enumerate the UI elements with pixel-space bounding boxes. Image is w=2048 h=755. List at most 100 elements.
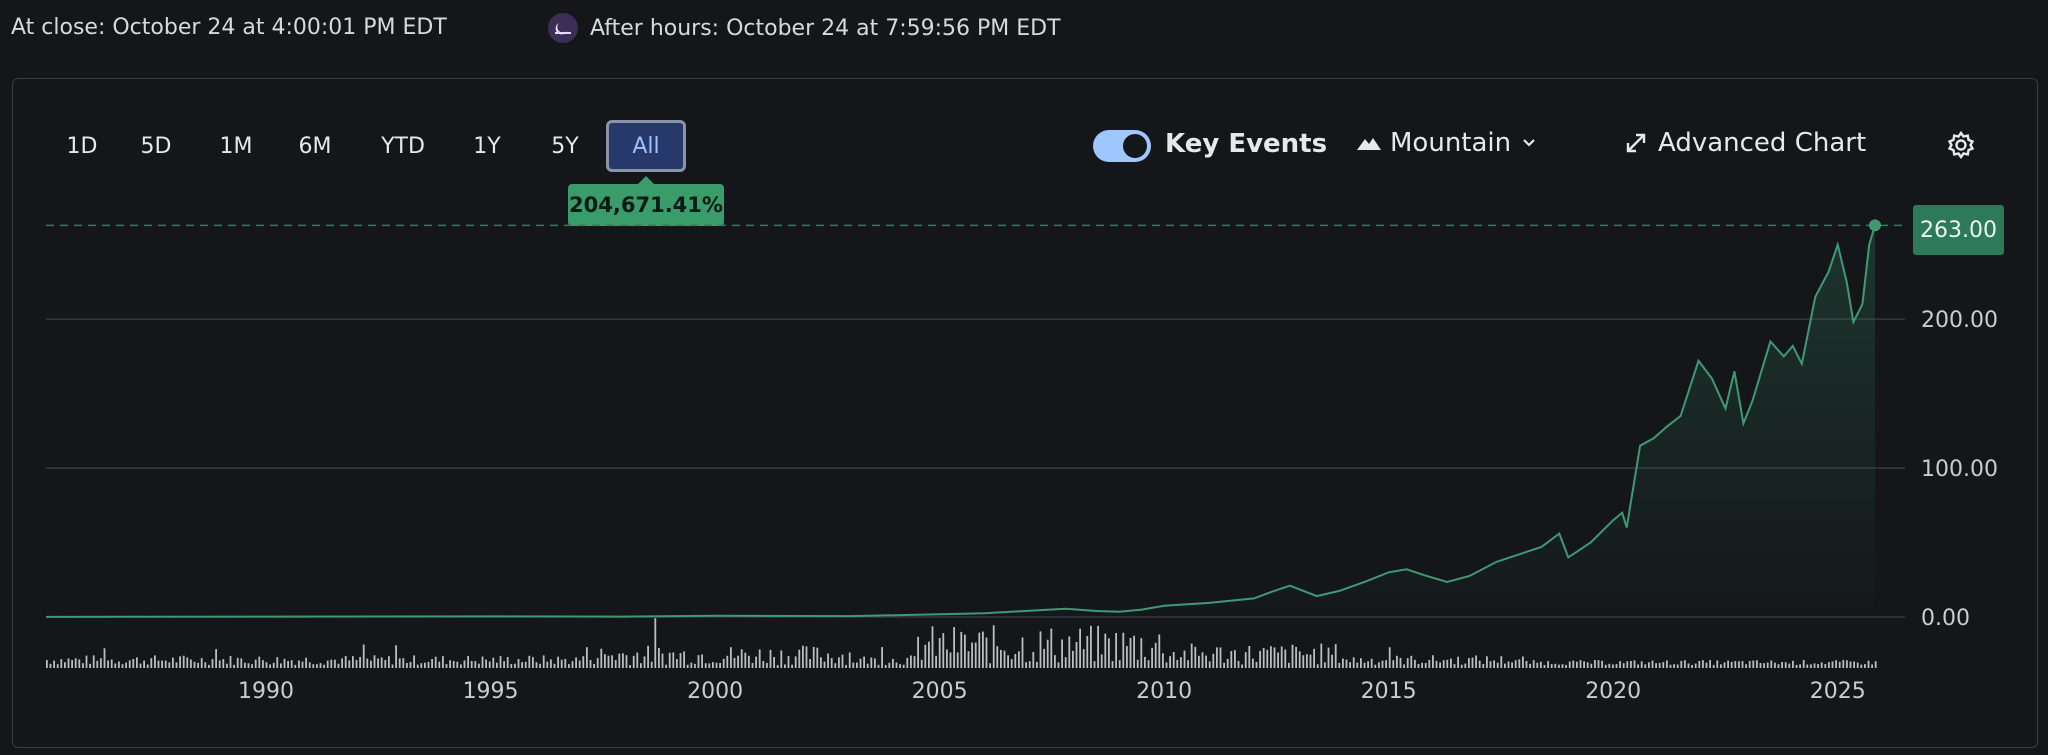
range-6m-button[interactable]: 6M [274, 120, 356, 172]
volume-bar [1424, 663, 1427, 668]
range-5d-button[interactable]: 5D [114, 120, 198, 172]
volume-bar [1136, 659, 1139, 668]
volume-bar [1748, 661, 1751, 668]
volume-bar [1759, 663, 1762, 668]
chart-style-dropdown[interactable]: Mountain [1356, 128, 1537, 158]
range-1d-button[interactable]: 1D [50, 120, 114, 172]
volume-bar [1241, 664, 1243, 668]
range-5y-button[interactable]: 5Y [524, 120, 606, 172]
volume-bar [794, 656, 797, 668]
range-1y-button[interactable]: 1Y [450, 120, 524, 172]
volume-bar [1453, 664, 1456, 668]
volume-bar [1129, 637, 1132, 668]
volume-bar [172, 657, 174, 668]
volume-bar [1810, 664, 1812, 668]
volume-bar [200, 658, 203, 668]
quote-header: At close: October 24 at 4:00:01 PM EDT A… [0, 0, 2048, 60]
advanced-chart-button[interactable]: Advanced Chart [1624, 128, 1866, 158]
volume-bar [1741, 661, 1744, 668]
volume-bar [402, 658, 405, 668]
volume-bar [157, 660, 160, 668]
volume-bar [917, 636, 919, 668]
settings-button[interactable] [1946, 130, 1976, 164]
volume-bar [604, 654, 606, 668]
volume-bar [1313, 648, 1315, 668]
volume-bar [892, 658, 894, 668]
volume-bars [46, 618, 1877, 668]
volume-bar [863, 656, 865, 668]
volume-bar [301, 661, 304, 668]
range-all-button[interactable]: All [606, 120, 686, 172]
volume-bar [852, 662, 855, 668]
volume-bar [283, 658, 286, 668]
volume-bar [89, 663, 91, 668]
volume-bar [1302, 655, 1305, 668]
volume-bar [208, 664, 210, 668]
volume-bar [528, 655, 531, 668]
volume-bar [1756, 660, 1758, 668]
volume-bar [1176, 660, 1179, 668]
volume-bar [380, 657, 383, 668]
key-events-toggle[interactable] [1093, 130, 1151, 162]
volume-bar [1331, 654, 1333, 668]
volume-bar [1093, 661, 1096, 668]
volume-bar [1248, 646, 1251, 668]
volume-bar [1208, 661, 1211, 668]
volume-bar [1198, 655, 1200, 668]
volume-bar [344, 655, 347, 668]
volume-bar [67, 658, 70, 668]
volume-bar [193, 661, 196, 668]
volume-bar [514, 663, 516, 668]
volume-bar [1270, 646, 1272, 668]
volume-bar [1050, 628, 1053, 668]
volume-bar [1540, 661, 1542, 668]
volume-bar [244, 662, 246, 668]
volume-bar [1378, 662, 1380, 668]
volume-bar [1471, 657, 1474, 668]
volume-bar [996, 646, 999, 668]
volume-bar [1201, 652, 1204, 668]
volume-bar [1090, 625, 1092, 668]
volume-bar [1104, 633, 1107, 668]
volume-bar [1183, 650, 1186, 668]
volume-bar [1223, 662, 1225, 668]
volume-bar [1637, 664, 1639, 668]
volume-bar [758, 649, 761, 668]
volume-bar [359, 657, 361, 668]
volume-bar [798, 649, 801, 668]
volume-bar [366, 658, 369, 668]
volume-bar [1108, 638, 1110, 668]
volume-bar [1007, 655, 1009, 668]
volume-bar [564, 658, 567, 668]
volume-bar [388, 656, 390, 668]
volume-bar [1360, 658, 1362, 668]
volume-bar [1849, 661, 1852, 668]
volume-bar [1432, 655, 1434, 668]
volume-bar [1212, 653, 1215, 668]
toggle-knob [1123, 134, 1147, 158]
volume-bar [665, 664, 667, 668]
volume-bar [1784, 662, 1787, 668]
volume-bar [460, 664, 462, 668]
volume-bar [1194, 646, 1197, 668]
volume-bar [49, 663, 52, 668]
volume-bar [1061, 639, 1063, 668]
volume-bar [1154, 642, 1157, 668]
volume-bar [1284, 649, 1287, 668]
volume-bar [74, 658, 77, 668]
volume-bar [1180, 657, 1182, 668]
volume-bar [1846, 660, 1848, 668]
volume-bar [877, 664, 880, 668]
volume-bar [809, 659, 811, 668]
key-events-label[interactable]: Key Events [1165, 129, 1328, 159]
volume-bar [308, 662, 311, 668]
volume-bar [179, 656, 181, 668]
volume-bar [1565, 664, 1567, 668]
volume-bar [1500, 656, 1503, 668]
volume-bar [82, 663, 84, 668]
range-1m-button[interactable]: 1M [198, 120, 274, 172]
volume-bar [1075, 642, 1078, 668]
volume-bar [636, 652, 639, 668]
range-ytd-button[interactable]: YTD [356, 120, 450, 172]
volume-bar [64, 662, 66, 668]
